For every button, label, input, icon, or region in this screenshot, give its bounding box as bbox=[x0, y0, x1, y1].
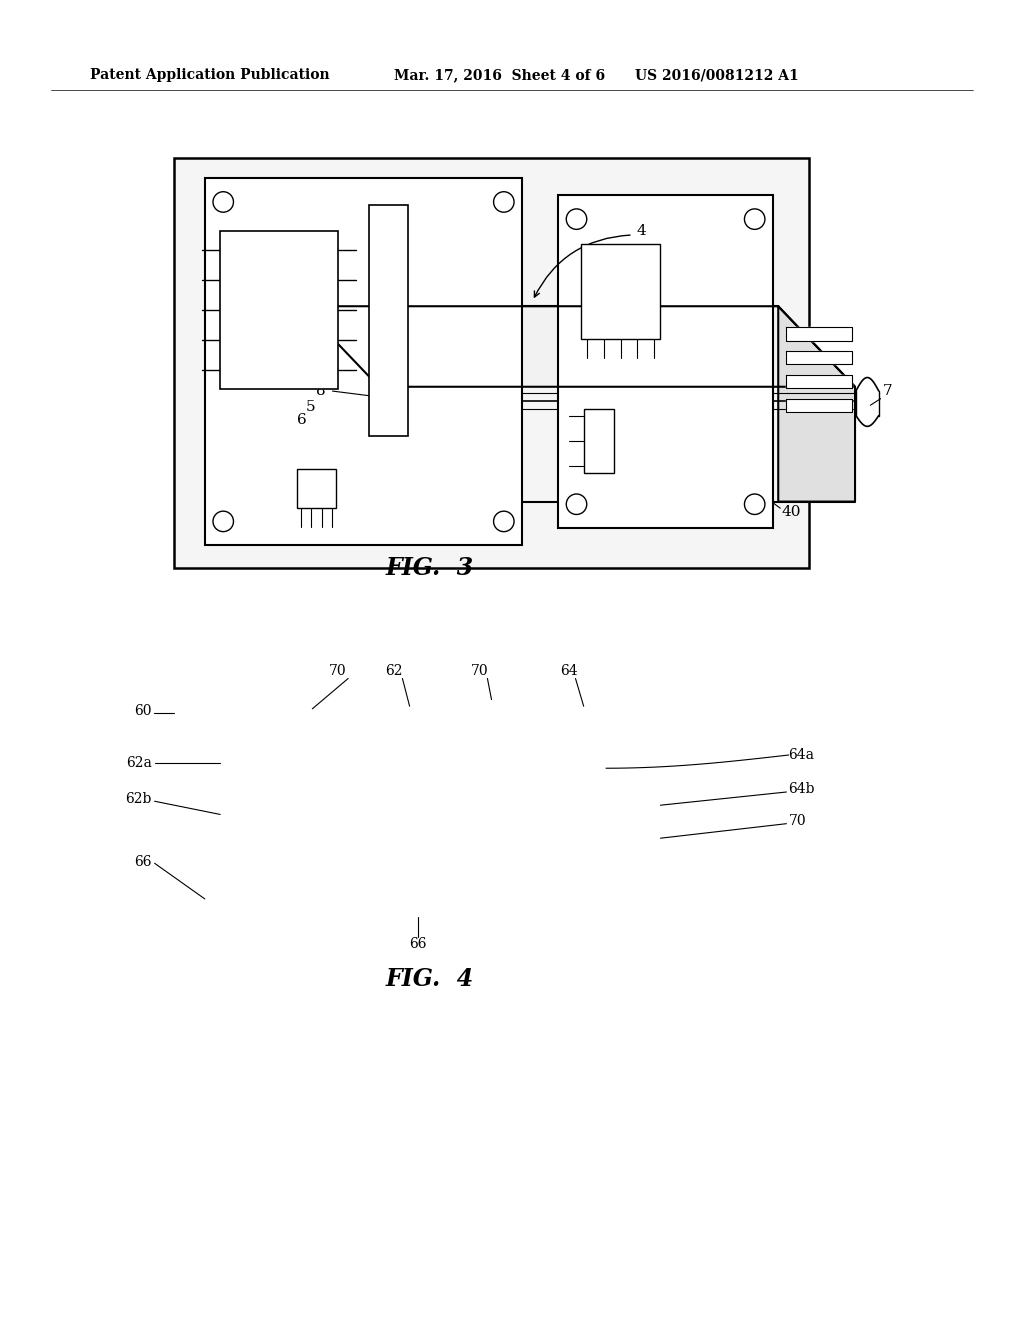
Text: 8: 8 bbox=[316, 384, 326, 397]
Text: US 2016/0081212 A1: US 2016/0081212 A1 bbox=[635, 69, 799, 82]
Polygon shape bbox=[786, 375, 852, 388]
Text: FIG.  3: FIG. 3 bbox=[386, 556, 474, 579]
Text: 6: 6 bbox=[297, 413, 307, 426]
Text: 64: 64 bbox=[560, 664, 579, 677]
Text: 70: 70 bbox=[470, 664, 488, 677]
Bar bbox=[581, 244, 660, 339]
Bar bbox=[558, 195, 773, 528]
Text: 60: 60 bbox=[134, 705, 152, 718]
Text: 64a: 64a bbox=[788, 748, 814, 762]
Bar bbox=[220, 231, 338, 389]
Text: 7: 7 bbox=[883, 384, 892, 397]
Text: 62b: 62b bbox=[125, 792, 152, 805]
Text: 64b: 64b bbox=[788, 783, 815, 796]
Text: 40: 40 bbox=[781, 506, 801, 519]
Text: 62a: 62a bbox=[126, 756, 152, 770]
Bar bbox=[369, 205, 408, 436]
Bar bbox=[584, 409, 614, 473]
Text: 66: 66 bbox=[409, 937, 427, 950]
Text: 70: 70 bbox=[788, 814, 806, 828]
Polygon shape bbox=[302, 306, 855, 387]
Text: Patent Application Publication: Patent Application Publication bbox=[90, 69, 330, 82]
Text: FIG.  4: FIG. 4 bbox=[386, 968, 474, 991]
Bar bbox=[297, 469, 336, 508]
Polygon shape bbox=[778, 306, 855, 502]
Text: 62: 62 bbox=[385, 664, 403, 677]
Text: 5: 5 bbox=[306, 400, 315, 413]
Polygon shape bbox=[786, 327, 852, 341]
Bar bbox=[205, 178, 522, 545]
Text: 4: 4 bbox=[637, 224, 647, 238]
Bar bbox=[174, 158, 809, 568]
Text: 70: 70 bbox=[329, 664, 347, 677]
Polygon shape bbox=[786, 399, 852, 412]
Text: Mar. 17, 2016  Sheet 4 of 6: Mar. 17, 2016 Sheet 4 of 6 bbox=[394, 69, 605, 82]
Polygon shape bbox=[786, 351, 852, 364]
Text: 66: 66 bbox=[134, 855, 152, 869]
